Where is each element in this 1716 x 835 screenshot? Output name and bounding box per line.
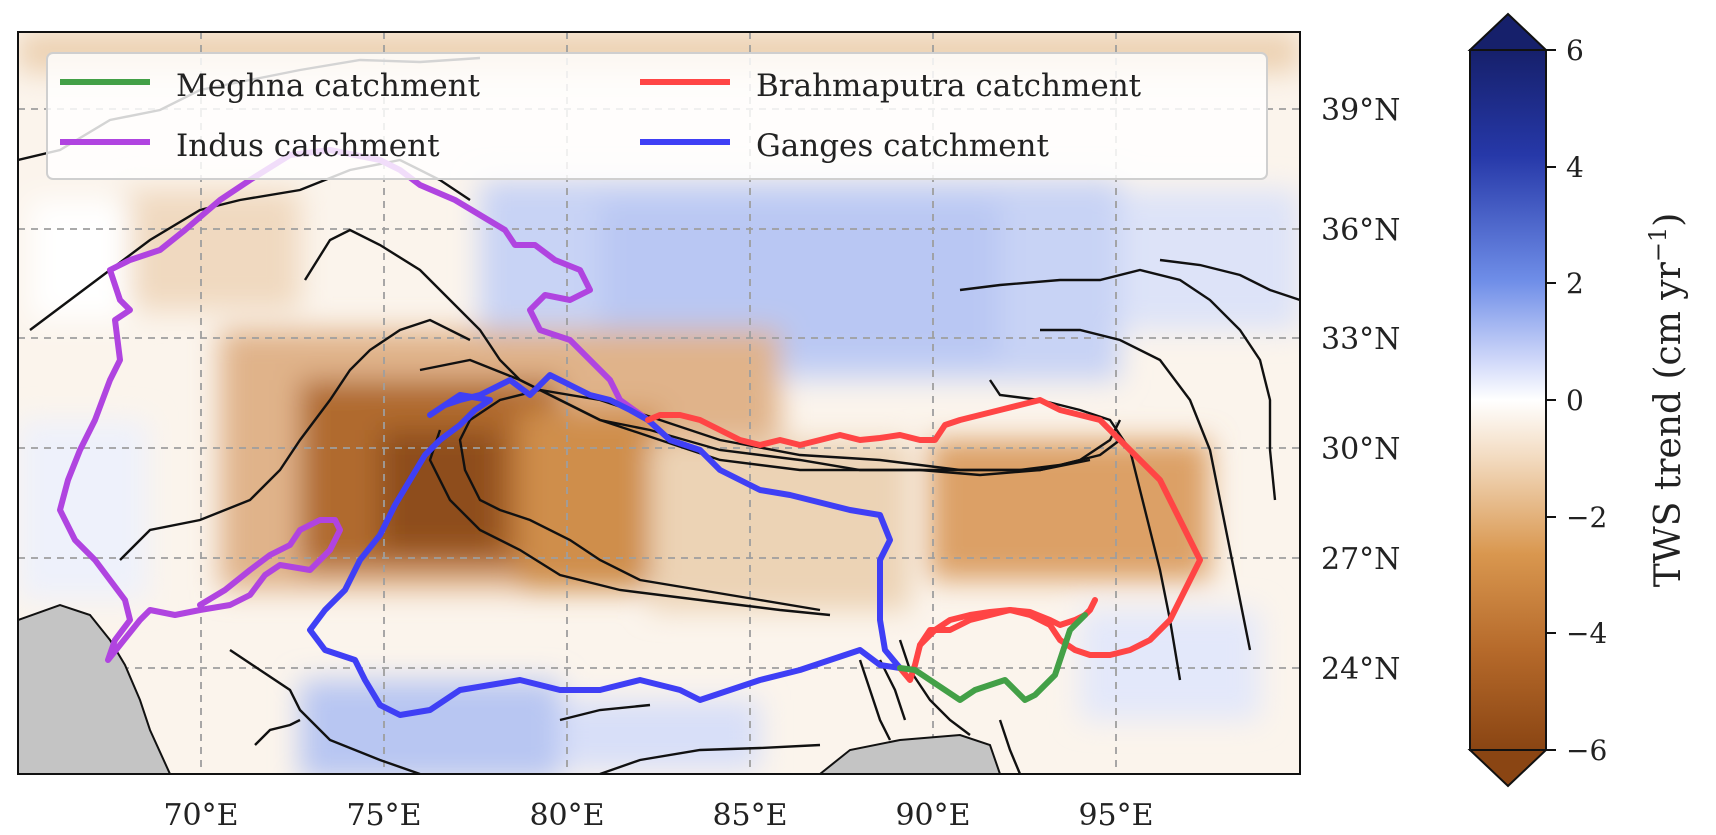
colorbar-extend-bottom xyxy=(1467,749,1549,788)
longitude-labels: 70°E 75°E 80°E 85°E 90°E 95°E xyxy=(163,798,1153,833)
lon-label-90: 90°E xyxy=(895,798,970,833)
legend-label-ganges: Ganges catchment xyxy=(756,128,1049,164)
colorbar-tick-neg2: −2 xyxy=(1566,501,1607,534)
colorbar-tick-6: 6 xyxy=(1566,34,1584,67)
map-frame xyxy=(17,31,1301,775)
colorbar-tick-neg6: −6 xyxy=(1566,734,1607,767)
ocean-patch-east xyxy=(818,733,1002,774)
tws-field xyxy=(18,32,1300,774)
lat-label-33: 33°N xyxy=(1321,322,1400,357)
colorbar-label: TWS trend (cm yr−1) xyxy=(1644,213,1689,588)
legend-frame xyxy=(46,52,1268,180)
colorbar-body xyxy=(1469,49,1547,751)
colorbar-tick-neg4: −4 xyxy=(1566,617,1607,650)
colorbar-extend-top xyxy=(1467,12,1549,51)
lon-label-95: 95°E xyxy=(1078,798,1153,833)
lat-label-24: 24°N xyxy=(1321,652,1400,687)
colorbar-tick-4: 4 xyxy=(1566,151,1584,184)
lat-label-27: 27°N xyxy=(1321,542,1400,577)
colorbar: 6 4 2 0 −2 −4 −6 TWS trend (cm yr−1) xyxy=(1467,12,1689,788)
lat-label-30: 30°N xyxy=(1321,432,1400,467)
colorbar-tick-2: 2 xyxy=(1566,267,1584,300)
colorbar-tick-0: 0 xyxy=(1566,384,1584,417)
lon-label-75: 75°E xyxy=(346,798,421,833)
legend-label-brahmaputra: Brahmaputra catchment xyxy=(756,68,1142,104)
latitude-labels: 39°N 36°N 33°N 30°N 27°N 24°N xyxy=(1321,93,1400,687)
lon-label-85: 85°E xyxy=(712,798,787,833)
lon-label-70: 70°E xyxy=(163,798,238,833)
lon-label-80: 80°E xyxy=(529,798,604,833)
legend-label-indus: Indus catchment xyxy=(176,128,440,164)
meghna-catchment-outline xyxy=(897,612,1088,703)
legend-label-meghna: Meghna catchment xyxy=(176,68,481,104)
lat-label-39: 39°N xyxy=(1321,93,1400,128)
ocean-patch-west xyxy=(18,603,172,774)
lat-label-36: 36°N xyxy=(1321,213,1400,248)
legend: Meghna catchment Brahmaputra catchment I… xyxy=(46,52,1268,180)
indus-catchment-outline xyxy=(57,147,651,663)
ganges-catchment-outline xyxy=(307,372,903,718)
